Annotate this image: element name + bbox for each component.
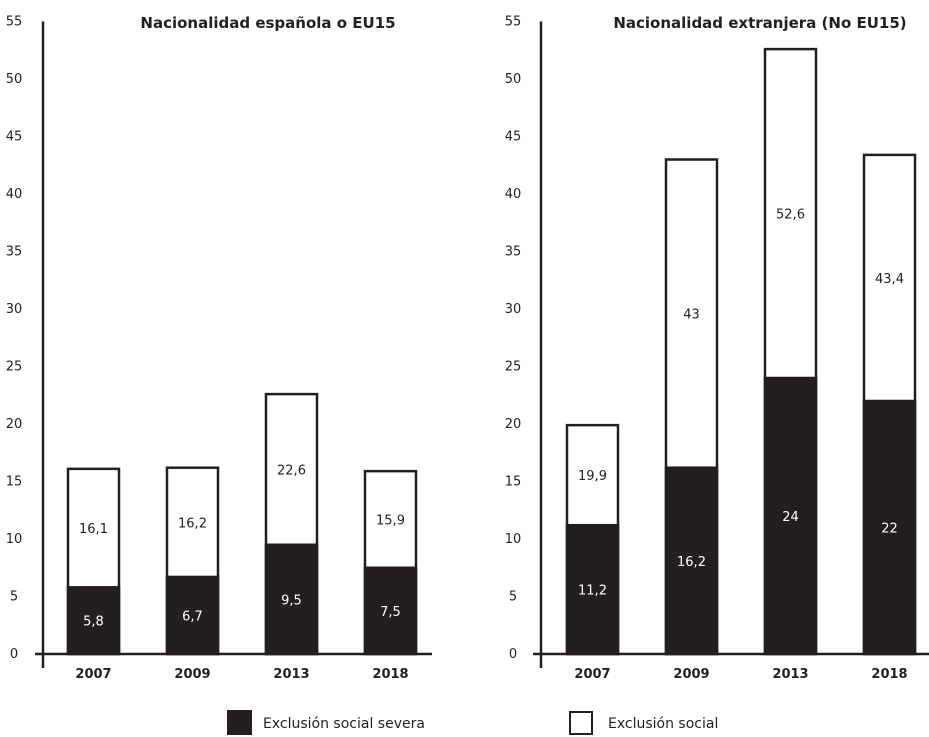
y-tick-label: 50 — [505, 72, 522, 87]
data-label-exclusion-social: 19,9 — [578, 469, 607, 484]
y-tick-label: 40 — [505, 187, 522, 202]
bar-exclusion-severa — [165, 575, 220, 656]
legend-swatch-social — [569, 711, 593, 735]
y-tick-label: 30 — [6, 302, 23, 317]
legend-label-severe: Exclusión social severa — [263, 716, 425, 732]
y-tick-label: 45 — [505, 130, 522, 145]
y-tick-label: 55 — [6, 15, 23, 30]
data-label-exclusion-severa: 6,7 — [182, 609, 203, 624]
data-label-exclusion-severa: 22 — [881, 522, 898, 537]
x-category-label: 2009 — [174, 667, 210, 682]
y-tick-label: 55 — [505, 15, 522, 30]
x-category-label: 2013 — [772, 667, 808, 682]
chart-title: Nacionalidad española o EU15 — [140, 14, 395, 32]
x-category-label: 2018 — [372, 667, 408, 682]
legend-swatch-severe — [227, 710, 252, 735]
chart-title: Nacionalidad extranjera (No EU15) — [613, 14, 906, 32]
y-tick-label: 20 — [6, 417, 23, 432]
bar-exclusion-severa — [363, 566, 418, 656]
data-label-exclusion-severa: 11,2 — [578, 584, 607, 599]
y-tick-label: 25 — [6, 360, 23, 375]
y-tick-label: 10 — [505, 532, 522, 547]
x-category-label: 2009 — [673, 667, 709, 682]
data-label-exclusion-social: 15,9 — [376, 513, 405, 528]
bar-exclusion-severa — [264, 543, 319, 656]
legend-label-social: Exclusión social — [608, 716, 718, 732]
y-tick-label: 5 — [10, 590, 18, 605]
chart-panel-2: Nacionalidad extranjera (No EU15) 0 5 10 15 2… — [505, 14, 929, 682]
y-tick-label: 40 — [6, 187, 23, 202]
data-label-exclusion-social: 52,6 — [776, 208, 805, 223]
y-tick-label: 10 — [6, 532, 23, 547]
y-tick-label: 5 — [509, 590, 517, 605]
data-label-exclusion-severa: 9,5 — [281, 593, 302, 608]
data-label-exclusion-severa: 5,8 — [83, 615, 104, 630]
data-label-exclusion-social: 43,4 — [875, 272, 904, 287]
y-tick-label: 30 — [505, 302, 522, 317]
bar-exclusion-severa — [862, 399, 917, 656]
legend: Exclusión social severa Exclusión social — [227, 710, 718, 735]
y-tick-label: 35 — [6, 245, 23, 260]
data-label-exclusion-social: 16,2 — [178, 516, 207, 531]
x-category-label: 2018 — [871, 667, 907, 682]
y-tick-label: 15 — [505, 475, 522, 490]
data-label-exclusion-severa: 24 — [782, 510, 799, 525]
data-label-exclusion-social: 22,6 — [277, 463, 306, 478]
y-tick-label: 35 — [505, 245, 522, 260]
data-label-exclusion-severa: 16,2 — [677, 555, 706, 570]
bar-exclusion-severa — [763, 376, 818, 656]
data-label-exclusion-social: 16,1 — [79, 522, 108, 537]
y-tick-label: 20 — [505, 417, 522, 432]
x-category-label: 2007 — [75, 667, 111, 682]
y-tick-label: 0 — [10, 647, 18, 662]
y-tick-label: 25 — [505, 360, 522, 375]
data-label-exclusion-social: 43 — [683, 308, 700, 323]
bar-exclusion-severa — [66, 586, 121, 656]
bar-exclusion-severa — [565, 523, 620, 656]
bar-exclusion-severa — [664, 466, 719, 656]
data-label-exclusion-severa: 7,5 — [380, 605, 401, 620]
x-category-label: 2007 — [574, 667, 610, 682]
x-category-label: 2013 — [273, 667, 309, 682]
y-tick-label: 50 — [6, 72, 23, 87]
y-tick-label: 15 — [6, 475, 23, 490]
y-tick-label: 45 — [6, 130, 23, 145]
y-tick-label: 0 — [509, 647, 517, 662]
chart-panel-1: Nacionalidad española o EU15 0 5 10 15 20 25 30… — [6, 14, 432, 682]
